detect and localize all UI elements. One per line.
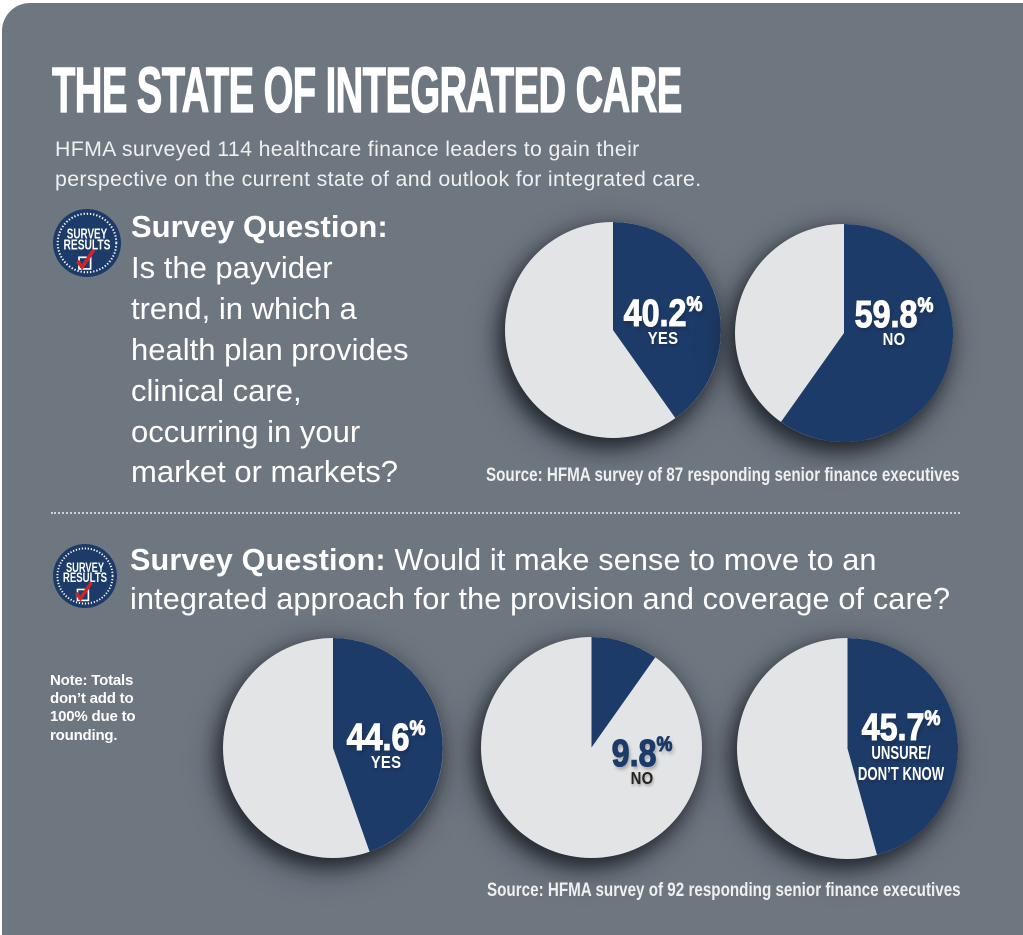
svg-text:SURVEY: SURVEY	[67, 227, 108, 243]
svg-text:RESULTS: RESULTS	[64, 238, 111, 254]
svg-text:SURVEY: SURVEY	[66, 560, 104, 575]
svg-text:RESULTS: RESULTS	[63, 570, 107, 585]
